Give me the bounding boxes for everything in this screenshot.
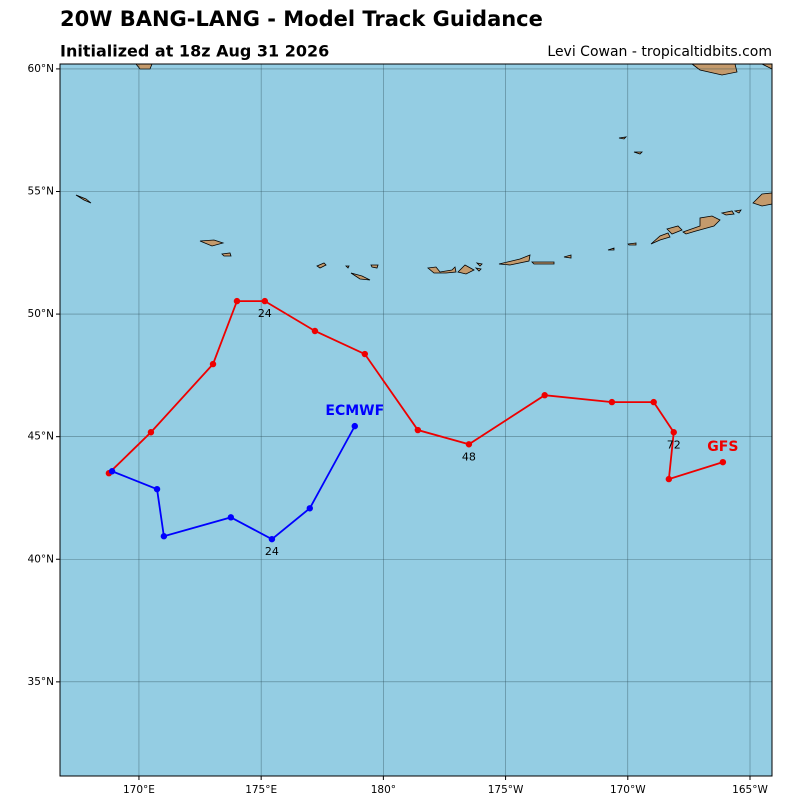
- track-point: [147, 429, 155, 436]
- track-point: [209, 360, 217, 368]
- track-point: [153, 485, 161, 493]
- hour-label: 24: [265, 545, 279, 558]
- track-point: [719, 458, 727, 466]
- track-point: [233, 297, 241, 305]
- title: 20W BANG-LANG - Model Track Guidance: [60, 7, 543, 31]
- land: [75, 63, 773, 281]
- track-name: GFS: [707, 439, 738, 455]
- ocean: [60, 64, 772, 776]
- track-name: ECMWF: [325, 403, 384, 419]
- track-point: [108, 468, 116, 475]
- track-point: [261, 297, 269, 305]
- y-tick-label: 45°N: [28, 431, 54, 443]
- x-tick-label: 170°E: [123, 784, 155, 796]
- y-tick-label: 55°N: [28, 185, 54, 197]
- hour-label: 48: [462, 450, 476, 463]
- track-point: [361, 350, 368, 358]
- track-point: [311, 327, 319, 335]
- y-tick-label: 40°N: [28, 553, 54, 565]
- track-point: [465, 441, 473, 448]
- x-tick-label: 180°: [371, 784, 396, 796]
- track-point: [351, 422, 358, 430]
- track-point: [541, 392, 548, 399]
- track-point: [227, 514, 235, 521]
- y-tick-label: 35°N: [28, 676, 54, 688]
- x-tick-label: 175°E: [245, 784, 277, 796]
- credit: Levi Cowan - tropicaltidbits.com: [547, 44, 772, 60]
- x-tick-label: 175°W: [488, 784, 524, 796]
- track-point: [665, 475, 673, 483]
- track-point: [650, 398, 657, 406]
- track-point: [306, 505, 313, 512]
- track-point: [160, 533, 168, 540]
- track-point: [670, 429, 677, 436]
- track-point: [414, 426, 422, 434]
- track-point: [268, 535, 276, 543]
- y-tick-label: 60°N: [28, 63, 54, 75]
- hour-label: 24: [258, 307, 272, 320]
- subtitle: Initialized at 18z Aug 31 2026: [60, 42, 329, 61]
- track-point: [608, 398, 616, 406]
- y-tick-label: 50°N: [28, 308, 54, 320]
- map-frame: [59, 63, 773, 777]
- x-tick-label: 165°W: [732, 784, 768, 796]
- hour-label: 72: [667, 438, 681, 451]
- x-tick-label: 170°W: [610, 784, 646, 796]
